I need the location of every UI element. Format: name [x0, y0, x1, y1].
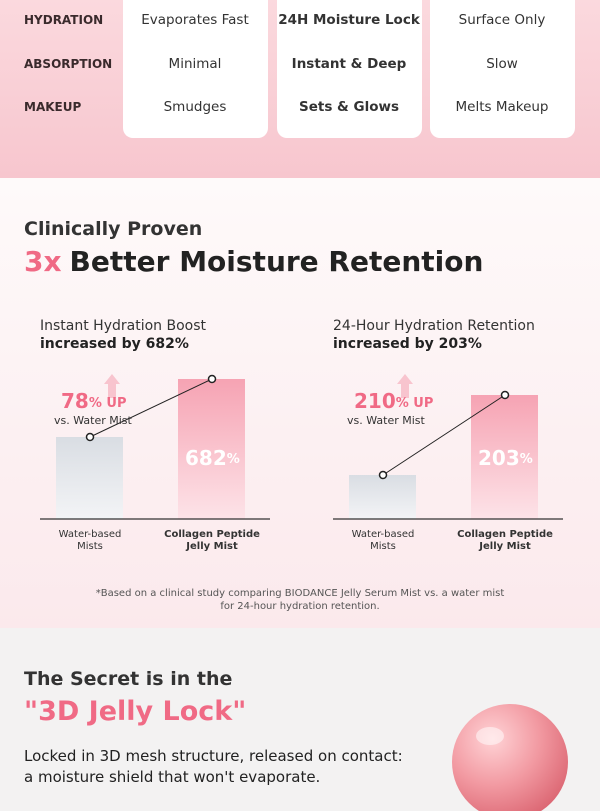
bar-label: Jelly Mist — [186, 541, 238, 552]
row-label: HYDRATION — [24, 13, 104, 27]
body-text: Locked in 3D mesh structure, released on… — [24, 747, 403, 765]
cell-text: 24H Moisture Lock — [278, 12, 420, 28]
point — [378, 470, 388, 480]
row-label: ABSORPTION — [24, 57, 113, 71]
card — [123, 0, 268, 138]
result-unit: % — [519, 452, 533, 467]
headline: "3D Jelly Lock" — [24, 696, 247, 727]
gain-note: vs. Water Mist — [54, 414, 132, 427]
cell-text: Minimal — [168, 56, 222, 72]
chart-title: Instant Hydration Boost — [40, 318, 206, 334]
bar-label: Jelly Mist — [479, 541, 531, 552]
cell-text: Slow — [486, 56, 518, 72]
bar-water — [56, 437, 123, 519]
footnote: for 24-hour hydration retention. — [220, 601, 380, 612]
bar-label: Water-based — [58, 529, 122, 540]
gain-value: 210 — [354, 389, 396, 413]
connector — [382, 394, 506, 476]
bar-label: Mists — [370, 541, 396, 552]
gain-value: 78 — [61, 389, 89, 413]
bar-label: Collagen Peptide — [457, 529, 553, 540]
up-arrow — [397, 374, 413, 398]
point — [85, 432, 95, 442]
bar-jelly — [178, 379, 245, 519]
cell-text: Surface Only — [458, 12, 546, 28]
jelly-sphere — [452, 704, 568, 811]
card — [430, 0, 575, 138]
result-value: 203 — [478, 446, 520, 470]
chart-subtitle: increased by 203% — [333, 336, 482, 352]
gain-unit: % UP — [395, 396, 434, 411]
bar-label: Water-based — [351, 529, 415, 540]
bar-label: Mists — [77, 541, 103, 552]
cell-text: Evaporates Fast — [141, 12, 249, 28]
card — [277, 0, 422, 138]
up-arrow — [104, 374, 120, 398]
comparison-section — [0, 0, 600, 178]
kicker: Clinically Proven — [24, 218, 203, 240]
point — [207, 374, 217, 384]
connector — [89, 378, 213, 438]
body-text: a moisture shield that won't evaporate. — [24, 768, 321, 786]
kicker: The Secret is in the — [24, 668, 233, 690]
chart-title: 24-Hour Hydration Retention — [333, 318, 535, 334]
chart-subtitle: increased by 682% — [40, 336, 189, 352]
bar-water — [349, 475, 416, 519]
point — [500, 390, 510, 400]
cell-text: Melts Makeup — [455, 99, 549, 115]
result-unit: % — [226, 452, 240, 467]
row-label: MAKEUP — [24, 100, 82, 114]
highlight: 3x — [24, 245, 62, 278]
bar-label: Collagen Peptide — [164, 529, 260, 540]
secret-section — [0, 628, 600, 811]
cell-text: Smudges — [163, 99, 227, 115]
footnote: *Based on a clinical study comparing BIO… — [95, 588, 505, 599]
gain-unit: % UP — [88, 396, 127, 411]
headline: Better Moisture Retention — [69, 245, 484, 278]
cell-text: Sets & Glows — [298, 99, 400, 115]
chart-graphic — [40, 374, 270, 520]
bar-jelly — [471, 395, 538, 519]
cell-text: Instant & Deep — [291, 56, 407, 72]
result-value: 682 — [185, 446, 227, 470]
chart-graphic — [333, 374, 563, 520]
gain-note: vs. Water Mist — [347, 414, 425, 427]
